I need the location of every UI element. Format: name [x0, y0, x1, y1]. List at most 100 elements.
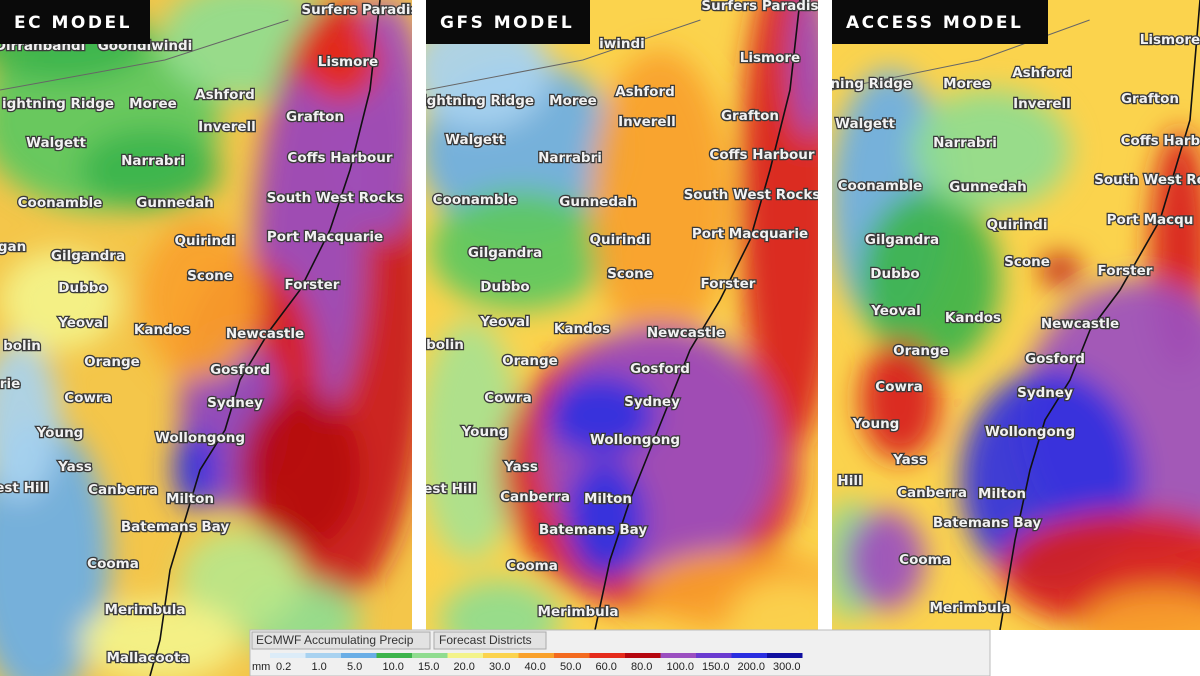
place-label: Kandos	[134, 322, 190, 338]
precip-area	[440, 580, 560, 630]
place-label: Merimbula	[105, 602, 186, 618]
place-label: Quirindi	[987, 217, 1048, 233]
legend-swatch	[412, 653, 448, 658]
place-label: Cooma	[506, 558, 558, 574]
title-box	[0, 0, 150, 44]
place-label: gan	[0, 239, 26, 255]
legend-swatch	[376, 653, 412, 658]
legend-swatch	[731, 653, 767, 658]
place-label: Port Macquarie	[267, 229, 383, 245]
legend-label: 300.0	[773, 661, 801, 673]
place-label: Ashford	[615, 84, 675, 100]
legend-label: 0.2	[276, 661, 291, 673]
place-label: Narrabri	[933, 135, 997, 151]
legend-unit: mm	[252, 661, 270, 673]
place-label: Moree	[549, 93, 597, 109]
legend-tab-label[interactable]: Forecast Districts	[439, 633, 532, 647]
place-label: Port Macquarie	[692, 226, 808, 242]
place-label: Forster	[285, 277, 340, 293]
place-label: Lismore	[318, 54, 378, 70]
place-label: Hill	[837, 473, 862, 489]
place-label: Scone	[607, 266, 653, 282]
legend-label: 200.0	[738, 661, 766, 673]
place-label: Young	[852, 416, 900, 432]
place-label: Gunnedah	[559, 194, 636, 210]
place-label: Canberra	[897, 485, 967, 501]
panel-title: ACCESS MODEL	[846, 13, 1023, 33]
place-label: Milton	[584, 491, 632, 507]
place-label: Newcastle	[1041, 316, 1119, 332]
gfs-panel: iwindi Surfers Paradis Lismore ightning Rid…	[426, 0, 818, 630]
precip-area	[730, 580, 818, 630]
legend-swatch	[554, 653, 590, 658]
place-label: Newcastle	[226, 326, 304, 342]
legend-swatch	[589, 653, 625, 658]
place-label: Gosford	[1025, 351, 1085, 367]
border	[426, 19, 701, 91]
place-label: Ashford	[195, 87, 255, 103]
place-label: Dubbo	[58, 280, 107, 296]
place-label: Coonamble	[433, 192, 518, 208]
place-label: Forster	[1098, 263, 1153, 279]
legend-tab[interactable]	[251, 631, 431, 650]
place-label: Wollongong	[590, 432, 680, 448]
place-label: Walgett	[26, 135, 86, 151]
precip-area	[860, 340, 940, 460]
place-label: bolin	[3, 338, 41, 354]
legend-swatch	[625, 653, 661, 658]
precip-area	[240, 390, 360, 550]
precip-area	[590, 50, 730, 350]
legend-label: 40.0	[525, 661, 546, 673]
legend-swatch	[483, 653, 519, 658]
place-label: Quirindi	[590, 232, 651, 248]
place-label: Grafton	[721, 108, 779, 124]
place-label: Surfers Paradis	[701, 0, 818, 14]
place-label: Orange	[893, 343, 949, 359]
precip-area	[0, 340, 60, 500]
place-label: Narrabri	[121, 153, 185, 169]
place-label: Dubbo	[480, 279, 529, 295]
place-label: Gosford	[210, 362, 270, 378]
place-label: Sydney	[1017, 385, 1073, 401]
legend-swatch	[447, 653, 483, 658]
legend-label: 1.0	[312, 661, 327, 673]
precip-area	[140, 220, 260, 380]
place-label: Yeoval	[479, 314, 530, 330]
place-label: ightning Ridge	[2, 96, 114, 112]
place-label: Cowra	[875, 379, 922, 395]
legend-swatch	[305, 653, 341, 658]
place-label: Kandos	[554, 321, 610, 337]
place-label: Gilgandra	[468, 245, 542, 261]
place-label: Milton	[166, 491, 214, 507]
precip-area	[845, 510, 925, 610]
precip-area	[173, 430, 217, 510]
place-label: Yass	[892, 452, 927, 468]
place-label: Canberra	[88, 482, 158, 498]
legend-swatch	[696, 653, 732, 658]
legend-tab-label[interactable]: ECMWF Accumulating Precip	[256, 633, 414, 647]
precip-field	[832, 70, 1200, 630]
precip-field	[426, 0, 818, 630]
place-label: Merimbula	[930, 600, 1011, 616]
place-label: Moree	[129, 96, 177, 112]
place-label: Coffs Harbour	[287, 150, 392, 166]
place-label: Port Macqu	[1107, 212, 1194, 228]
legend-label: 60.0	[596, 661, 617, 673]
place-label: Wollongong	[155, 430, 245, 446]
place-label: Yeoval	[870, 303, 921, 319]
place-label: Yass	[503, 459, 538, 475]
place-label: Scone	[187, 268, 233, 284]
place-label: Gunnedah	[136, 195, 213, 211]
place-label: South West Ro	[1094, 172, 1200, 188]
place-label: Surfers Paradis	[301, 2, 418, 18]
legend-label: 15.0	[418, 661, 439, 673]
coastline	[594, 0, 801, 630]
legend-label: 20.0	[454, 661, 475, 673]
place-label: Coffs Harbo	[1121, 133, 1200, 149]
access-panel: Lismore Ashford tning Ridge Moree Inverell Gr…	[832, 0, 1200, 630]
precip-area	[80, 130, 220, 210]
legend-tab[interactable]	[433, 631, 547, 650]
panel-title: EC MODEL	[14, 13, 132, 33]
